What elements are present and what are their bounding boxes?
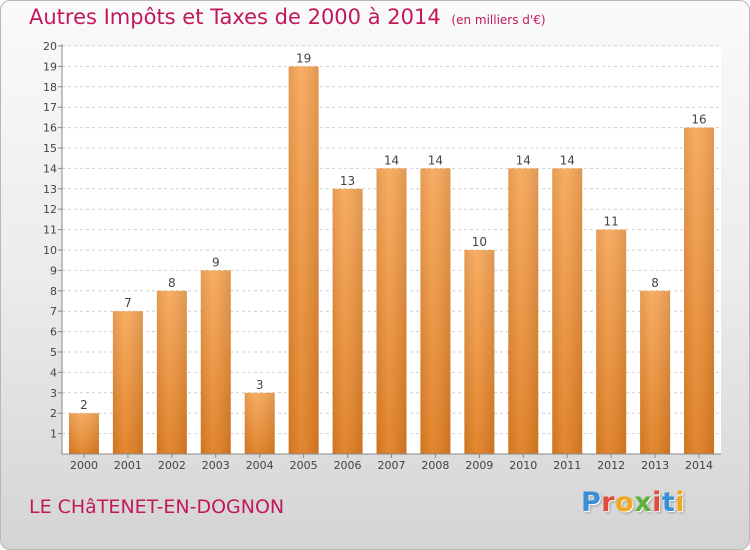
- x-tick-label: 2005: [290, 459, 318, 472]
- bar-value-label: 10: [472, 235, 487, 249]
- bar-value-label: 14: [428, 153, 443, 167]
- bars: [68, 66, 715, 455]
- x-tick-label: 2009: [465, 459, 493, 472]
- chart-title: Autres Impôts et Taxes de 2000 à 2014 (e…: [29, 5, 546, 29]
- bar-value-label: 3: [256, 378, 264, 392]
- x-tick-label: 2006: [334, 459, 362, 472]
- y-tick-label: 13: [43, 183, 57, 196]
- y-tick-label: 7: [50, 305, 57, 318]
- bar-value-label: 14: [516, 153, 531, 167]
- y-tick-label: 17: [43, 101, 57, 114]
- x-tick-label: 2004: [246, 459, 274, 472]
- y-tick-label: 2: [50, 407, 57, 420]
- y-tick-label: 16: [43, 122, 57, 135]
- bar-value-label: 14: [384, 153, 399, 167]
- y-tick-label: 3: [50, 387, 57, 400]
- y-tick-label: 9: [50, 264, 57, 277]
- bar-shade-2010: [508, 168, 539, 454]
- y-tick-label: 11: [43, 224, 57, 237]
- y-tick-label: 1: [50, 428, 57, 441]
- x-tick-label: 2012: [597, 459, 625, 472]
- x-tick-label: 2003: [202, 459, 230, 472]
- bar-value-label: 13: [340, 174, 355, 188]
- logo-letter: o: [615, 487, 635, 518]
- bar-value-label: 7: [124, 296, 132, 310]
- y-tick-label: 19: [43, 60, 57, 73]
- x-tick-label: 2010: [509, 459, 537, 472]
- labels: 1234567891011121314151617181920220007200…: [43, 40, 713, 472]
- bar-shade-2002: [156, 290, 187, 454]
- y-tick-label: 12: [43, 203, 57, 216]
- y-tick-label: 14: [43, 162, 57, 175]
- logo-letter: i: [652, 487, 662, 518]
- bar-value-label: 8: [651, 276, 659, 290]
- bar-shade-2011: [552, 168, 583, 454]
- logo-letter: r: [601, 487, 616, 518]
- y-tick-label: 4: [50, 366, 57, 379]
- bar-value-label: 11: [604, 215, 619, 229]
- y-tick-label: 20: [43, 40, 57, 53]
- bar-shade-2004: [244, 392, 275, 454]
- chart-title-text: Autres Impôts et Taxes de 2000 à 2014: [29, 5, 441, 29]
- logo-letter: t: [661, 487, 676, 518]
- proxiti-logo: Proxiti: [581, 487, 685, 518]
- y-tick-label: 8: [50, 285, 57, 298]
- chart-subtitle: (en milliers d'€): [451, 13, 546, 27]
- y-tick-label: 6: [50, 326, 57, 339]
- logo-letter: x: [634, 487, 653, 518]
- bar-shade-2000: [68, 413, 99, 454]
- x-tick-label: 2008: [421, 459, 449, 472]
- y-tick-label: 15: [43, 142, 57, 155]
- y-tick-label: 10: [43, 244, 57, 257]
- bar-shade-2012: [596, 229, 627, 454]
- bar-shade-2009: [464, 250, 495, 454]
- axes: [58, 44, 721, 458]
- bar-value-label: 2: [80, 398, 88, 412]
- bar-value-label: 8: [168, 276, 176, 290]
- bar-shade-2013: [640, 290, 671, 454]
- bar-value-label: 19: [296, 51, 311, 65]
- bar-shade-2003: [200, 270, 231, 454]
- x-tick-label: 2013: [641, 459, 669, 472]
- bar-shade-2001: [112, 311, 143, 454]
- logo-letter: P: [581, 487, 602, 518]
- bar-shade-2005: [288, 66, 319, 455]
- x-tick-label: 2014: [685, 459, 713, 472]
- bar-shade-2006: [332, 188, 363, 455]
- x-tick-label: 2011: [553, 459, 581, 472]
- x-tick-label: 2002: [158, 459, 186, 472]
- commune-name: LE CHâTENET-EN-DOGNON: [29, 496, 285, 518]
- bar-value-label: 9: [212, 255, 220, 269]
- bar-shade-2008: [420, 168, 451, 454]
- bar-value-label: 16: [691, 113, 706, 127]
- logo-letter: i: [675, 487, 686, 518]
- x-tick-label: 2007: [378, 459, 406, 472]
- x-tick-label: 2000: [70, 459, 98, 472]
- bar-shade-2014: [684, 127, 715, 454]
- y-tick-label: 18: [43, 81, 57, 94]
- x-tick-label: 2001: [114, 459, 142, 472]
- bar-value-label: 14: [560, 153, 575, 167]
- bar-shade-2007: [376, 168, 407, 454]
- y-tick-label: 5: [50, 346, 57, 359]
